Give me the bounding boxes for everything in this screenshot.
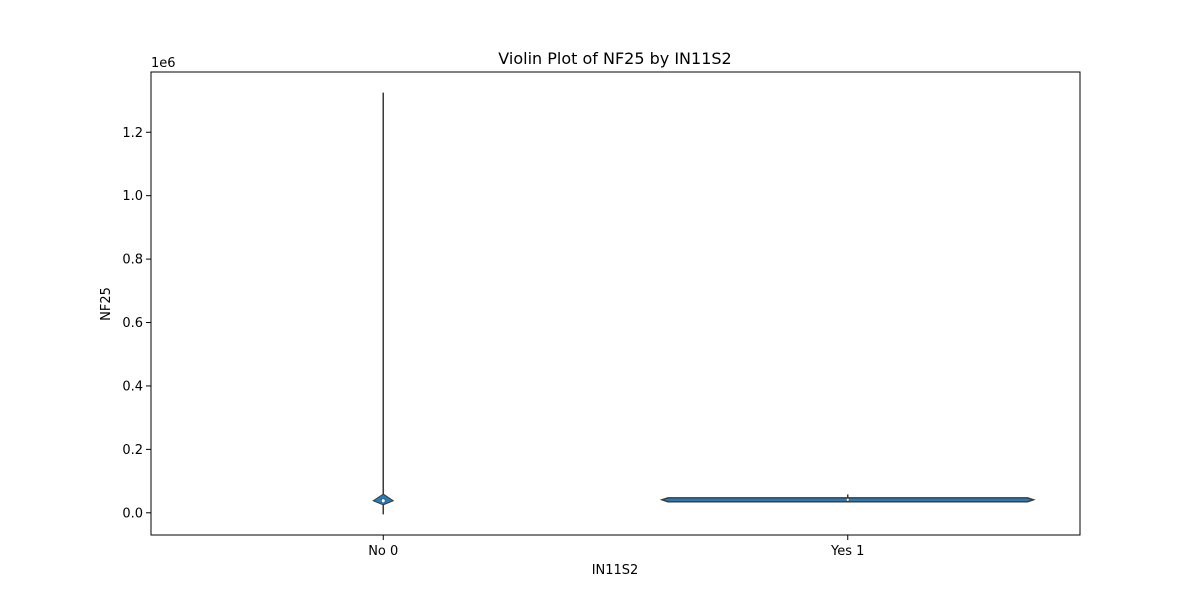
plot-frame	[150, 71, 1081, 536]
y-tick-label: 0.4	[122, 379, 143, 394]
x-axis-label: IN11S2	[592, 563, 639, 578]
y-tick-label: 1.0	[122, 189, 143, 204]
chart-title: Violin Plot of NF25 by IN11S2	[498, 49, 731, 68]
y-axis-offset-label: 1e6	[151, 56, 176, 71]
y-axis-label: NF25	[99, 287, 114, 321]
x-tick-label: Yes 1	[830, 544, 864, 559]
y-tick-label: 0.8	[122, 253, 143, 268]
y-tick-label: 0.6	[122, 316, 143, 331]
violin-median-no-0	[381, 499, 385, 503]
plot-area: 0.0 0.2 0.4 0.6 0.8 1.0 1.2 No 0 Yes 1	[122, 92, 1036, 559]
y-tick-label: 0.2	[122, 443, 143, 458]
violin-median-yes-1	[846, 498, 849, 501]
x-tick-label: No 0	[368, 544, 398, 559]
y-tick-label: 1.2	[122, 126, 143, 141]
y-tick-label: 0.0	[122, 506, 143, 521]
